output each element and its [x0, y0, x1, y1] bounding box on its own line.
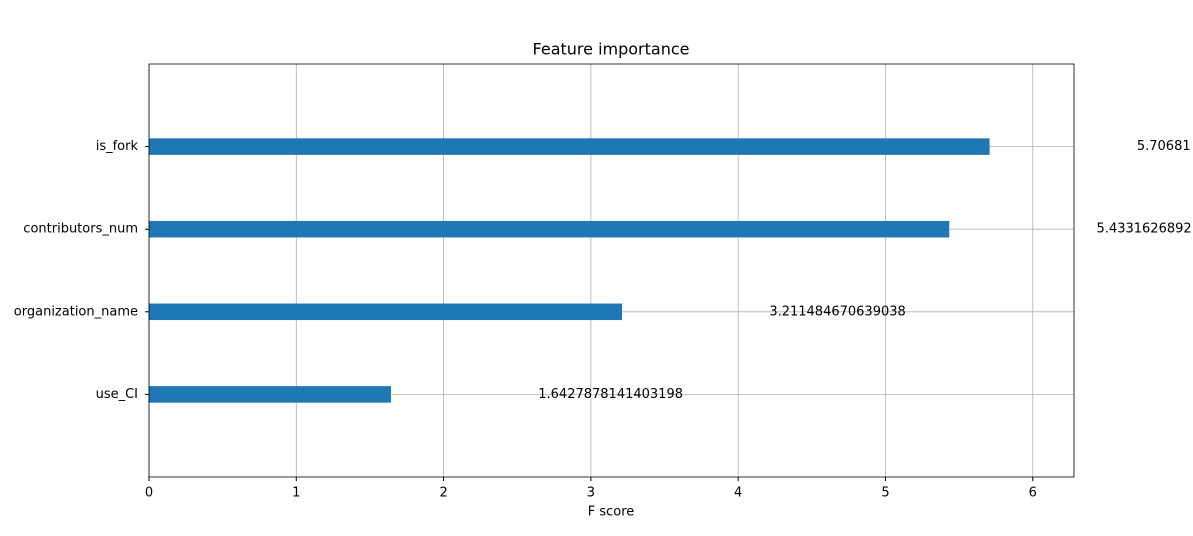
y-tick-label: contributors_num — [23, 222, 138, 237]
x-tick-label: 0 — [145, 486, 153, 501]
x-tick-label: 3 — [587, 486, 595, 501]
bar — [149, 386, 391, 403]
value-label: 5.4331626892 — [1097, 222, 1192, 237]
x-tick-label: 5 — [881, 486, 889, 501]
x-tick-label: 2 — [439, 486, 447, 501]
bar — [149, 138, 990, 155]
x-axis-label: F score — [588, 505, 635, 520]
value-label: 5.70681 — [1137, 139, 1191, 154]
value-label: 3.211484670639038 — [769, 304, 905, 319]
bar — [149, 220, 950, 238]
y-tick-label: use_CI — [96, 387, 138, 402]
plot-frame — [148, 63, 1075, 478]
y-tick-label: organization_name — [14, 304, 138, 319]
x-tick-label: 1 — [292, 486, 300, 501]
x-tick-label: 4 — [734, 486, 742, 501]
y-tick-label: is_fork — [96, 139, 139, 154]
bar — [149, 303, 623, 321]
x-tick-label: 6 — [1029, 486, 1037, 501]
chart-title: Feature importance — [533, 40, 690, 59]
value-label: 1.6427878141403198 — [538, 387, 683, 402]
